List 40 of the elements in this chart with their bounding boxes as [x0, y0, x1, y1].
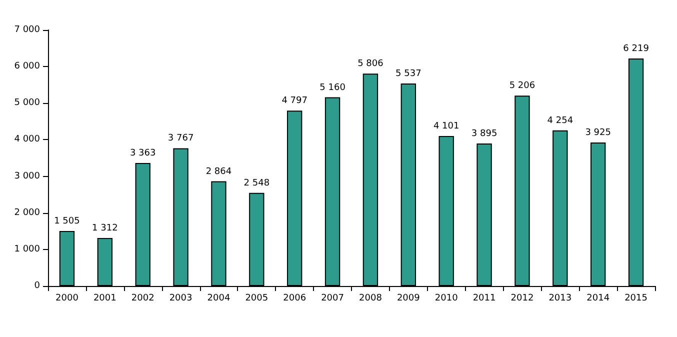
x-tick-label: 2005 — [245, 294, 268, 304]
x-tick-label: 2007 — [321, 294, 344, 304]
y-tick-label: 1 000 — [14, 244, 40, 254]
x-tick-label: 2004 — [207, 294, 230, 304]
x-tick-label: 2015 — [624, 294, 648, 304]
data-label: 3 767 — [168, 134, 194, 144]
x-tick-label: 2014 — [586, 294, 610, 304]
data-label: 4 101 — [433, 122, 460, 132]
x-tick-label: 2009 — [396, 294, 420, 304]
x-tick-label: 2013 — [548, 294, 572, 304]
y-tick-label: 2 000 — [14, 208, 40, 218]
data-label: 6 219 — [623, 44, 650, 54]
data-label: 4 254 — [547, 116, 574, 126]
data-label: 3 925 — [585, 128, 611, 138]
x-tick-label: 2001 — [93, 294, 116, 304]
data-label: 5 206 — [509, 81, 536, 92]
x-tick-label: 2011 — [472, 294, 496, 304]
x-tick-label: 2000 — [56, 294, 79, 304]
data-label: 4 797 — [282, 96, 308, 106]
data-label: 1 505 — [54, 216, 80, 226]
data-label: 2 864 — [206, 166, 232, 177]
data-label: 5 537 — [396, 69, 422, 80]
x-tick-label: 2002 — [131, 294, 154, 304]
data-label: 1 312 — [92, 224, 118, 234]
x-tick-label: 2003 — [169, 294, 192, 304]
y-tick-label: 3 000 — [14, 171, 40, 182]
data-label: 5 160 — [320, 82, 346, 93]
data-label: 5 806 — [358, 59, 384, 70]
x-tick-label: 2008 — [359, 294, 382, 304]
data-label: 3 363 — [130, 148, 156, 159]
x-tick-label: 2012 — [510, 294, 534, 304]
y-tick-label: 4 000 — [14, 134, 40, 145]
y-tick-label: 7 000 — [14, 25, 40, 35]
data-label: 2 548 — [244, 178, 270, 188]
data-label: 3 895 — [471, 129, 498, 140]
y-tick-label: 6 000 — [14, 62, 40, 72]
y-tick-label: 5 000 — [14, 98, 40, 108]
x-tick-label: 2010 — [434, 294, 458, 304]
y-tick-label: 0 — [34, 281, 40, 291]
x-tick-label: 2006 — [283, 294, 306, 304]
